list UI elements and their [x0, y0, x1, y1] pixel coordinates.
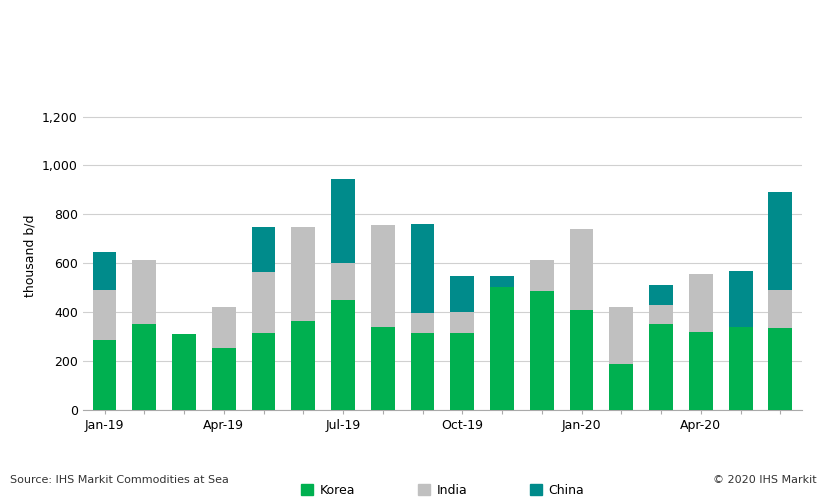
Y-axis label: thousand b/d: thousand b/d	[23, 215, 36, 297]
Bar	[331, 263, 355, 300]
Bar	[609, 364, 633, 410]
Bar	[291, 321, 315, 410]
Bar	[251, 272, 275, 333]
Bar	[451, 312, 474, 333]
Bar	[768, 328, 792, 410]
Bar	[729, 271, 753, 327]
Bar	[331, 179, 355, 263]
Bar	[451, 275, 474, 312]
Bar	[609, 307, 633, 364]
Bar	[570, 229, 594, 310]
Bar	[212, 307, 236, 348]
Bar	[490, 275, 514, 287]
Bar	[93, 340, 117, 410]
Bar	[93, 290, 117, 340]
Bar	[331, 300, 355, 410]
Bar	[172, 334, 196, 410]
Bar	[411, 314, 434, 333]
Bar	[411, 333, 434, 410]
Bar	[370, 327, 394, 410]
Bar	[530, 259, 554, 291]
Bar	[649, 305, 673, 325]
Bar	[490, 287, 514, 410]
Bar	[570, 310, 594, 410]
Bar	[451, 333, 474, 410]
Bar	[689, 332, 713, 410]
Bar	[689, 274, 713, 332]
Bar	[93, 252, 117, 290]
Bar	[132, 259, 156, 325]
Legend: Korea, India, China: Korea, India, China	[301, 484, 584, 497]
Bar	[649, 285, 673, 305]
Bar	[370, 225, 394, 327]
Bar	[251, 227, 275, 272]
Bar	[649, 325, 673, 410]
Bar	[768, 192, 792, 290]
Bar	[411, 224, 434, 314]
Bar	[212, 348, 236, 410]
Bar	[768, 290, 792, 328]
Text: Source: IHS Markit Commodities at Sea: Source: IHS Markit Commodities at Sea	[10, 475, 229, 485]
Bar	[729, 327, 753, 410]
Bar	[291, 227, 315, 321]
Text: USA Crude Oil Exports to South Korea, India and China: USA Crude Oil Exports to South Korea, In…	[10, 28, 562, 46]
Bar	[132, 325, 156, 410]
Bar	[530, 291, 554, 410]
Text: © 2020 IHS Markit: © 2020 IHS Markit	[714, 475, 817, 485]
Bar	[251, 333, 275, 410]
